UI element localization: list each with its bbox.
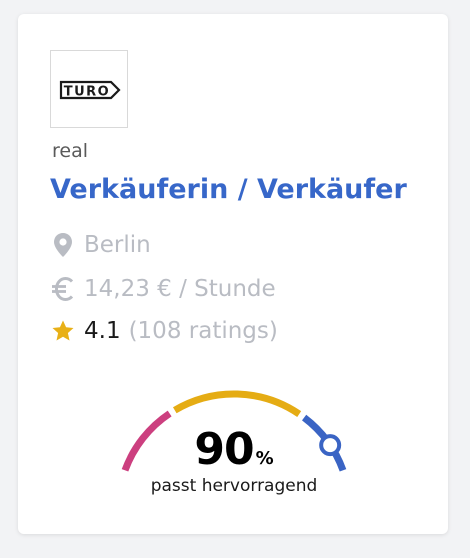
gauge-segment-low	[121, 410, 172, 472]
job-card[interactable]: TURO real Verkäuferin / Verkäufer Berlin…	[18, 14, 448, 534]
logo-text: TURO	[64, 85, 111, 100]
salary-text: 14,23 € / Stunde	[84, 276, 276, 302]
match-percent-number: 90	[194, 424, 254, 475]
star-icon	[50, 317, 76, 345]
turo-logo-icon: TURO	[59, 80, 121, 100]
rating-count: (108 ratings)	[128, 318, 278, 344]
company-logo: TURO	[50, 50, 128, 128]
gauge-marker	[319, 434, 342, 457]
location-row: Berlin	[50, 230, 151, 260]
location-text: Berlin	[84, 232, 151, 258]
gauge-segment-mid	[172, 390, 302, 417]
job-title-link[interactable]: Verkäuferin / Verkäufer	[50, 174, 407, 205]
match-percent-unit: %	[255, 448, 274, 469]
rating-value: 4.1	[84, 318, 121, 344]
map-pin-icon	[50, 231, 76, 259]
match-gauge: 90% passt hervorragend	[94, 364, 374, 524]
rating-row: 4.1 (108 ratings)	[50, 316, 278, 346]
match-score: 90%	[94, 424, 374, 475]
company-name: real	[52, 140, 89, 162]
euro-icon	[50, 275, 76, 303]
match-label: passt hervorragend	[150, 476, 318, 496]
match-gauge-arc	[121, 390, 347, 472]
salary-row: 14,23 € / Stunde	[50, 274, 276, 304]
